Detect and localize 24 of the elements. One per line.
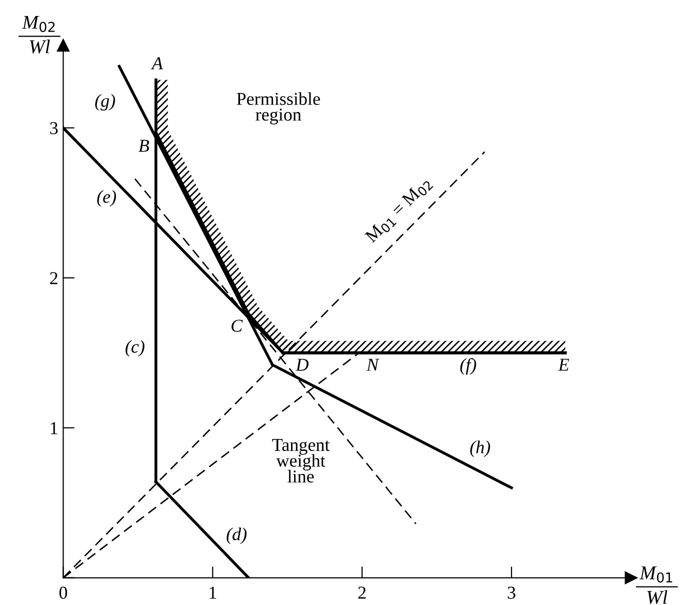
x-tick-label: 3: [508, 586, 516, 599]
annotation: D: [296, 358, 309, 371]
annotation: N: [366, 358, 380, 371]
annotation: Permissible region: [236, 92, 320, 124]
annotation: Tangent weight line: [272, 438, 330, 483]
x-tick-label: 1: [210, 586, 216, 599]
annotation: (g): [95, 94, 116, 111]
annotation: C: [232, 320, 243, 332]
y-tick-label: 3: [50, 122, 58, 134]
x-tick-label: 0: [59, 586, 68, 599]
annotation: (h): [470, 440, 490, 457]
annotation: (e): [97, 190, 116, 207]
x-axis-title: M$_{01}$ Wl: [639, 566, 672, 604]
y-axis-title: M$_{02}$ Wl: [22, 16, 55, 54]
annotation: B: [138, 140, 150, 152]
annotation: E: [558, 358, 570, 371]
annotation: A: [150, 57, 163, 70]
annotation: (f): [460, 358, 476, 375]
y-tick-label: 2: [50, 272, 58, 284]
x-tick-label: 2: [358, 586, 366, 599]
y-tick-label: 1: [50, 422, 58, 434]
annotation: (d): [226, 528, 247, 544]
annotation: (c): [126, 340, 144, 357]
annotation: M$_{01}$ = M$_{02}$: [364, 176, 434, 246]
